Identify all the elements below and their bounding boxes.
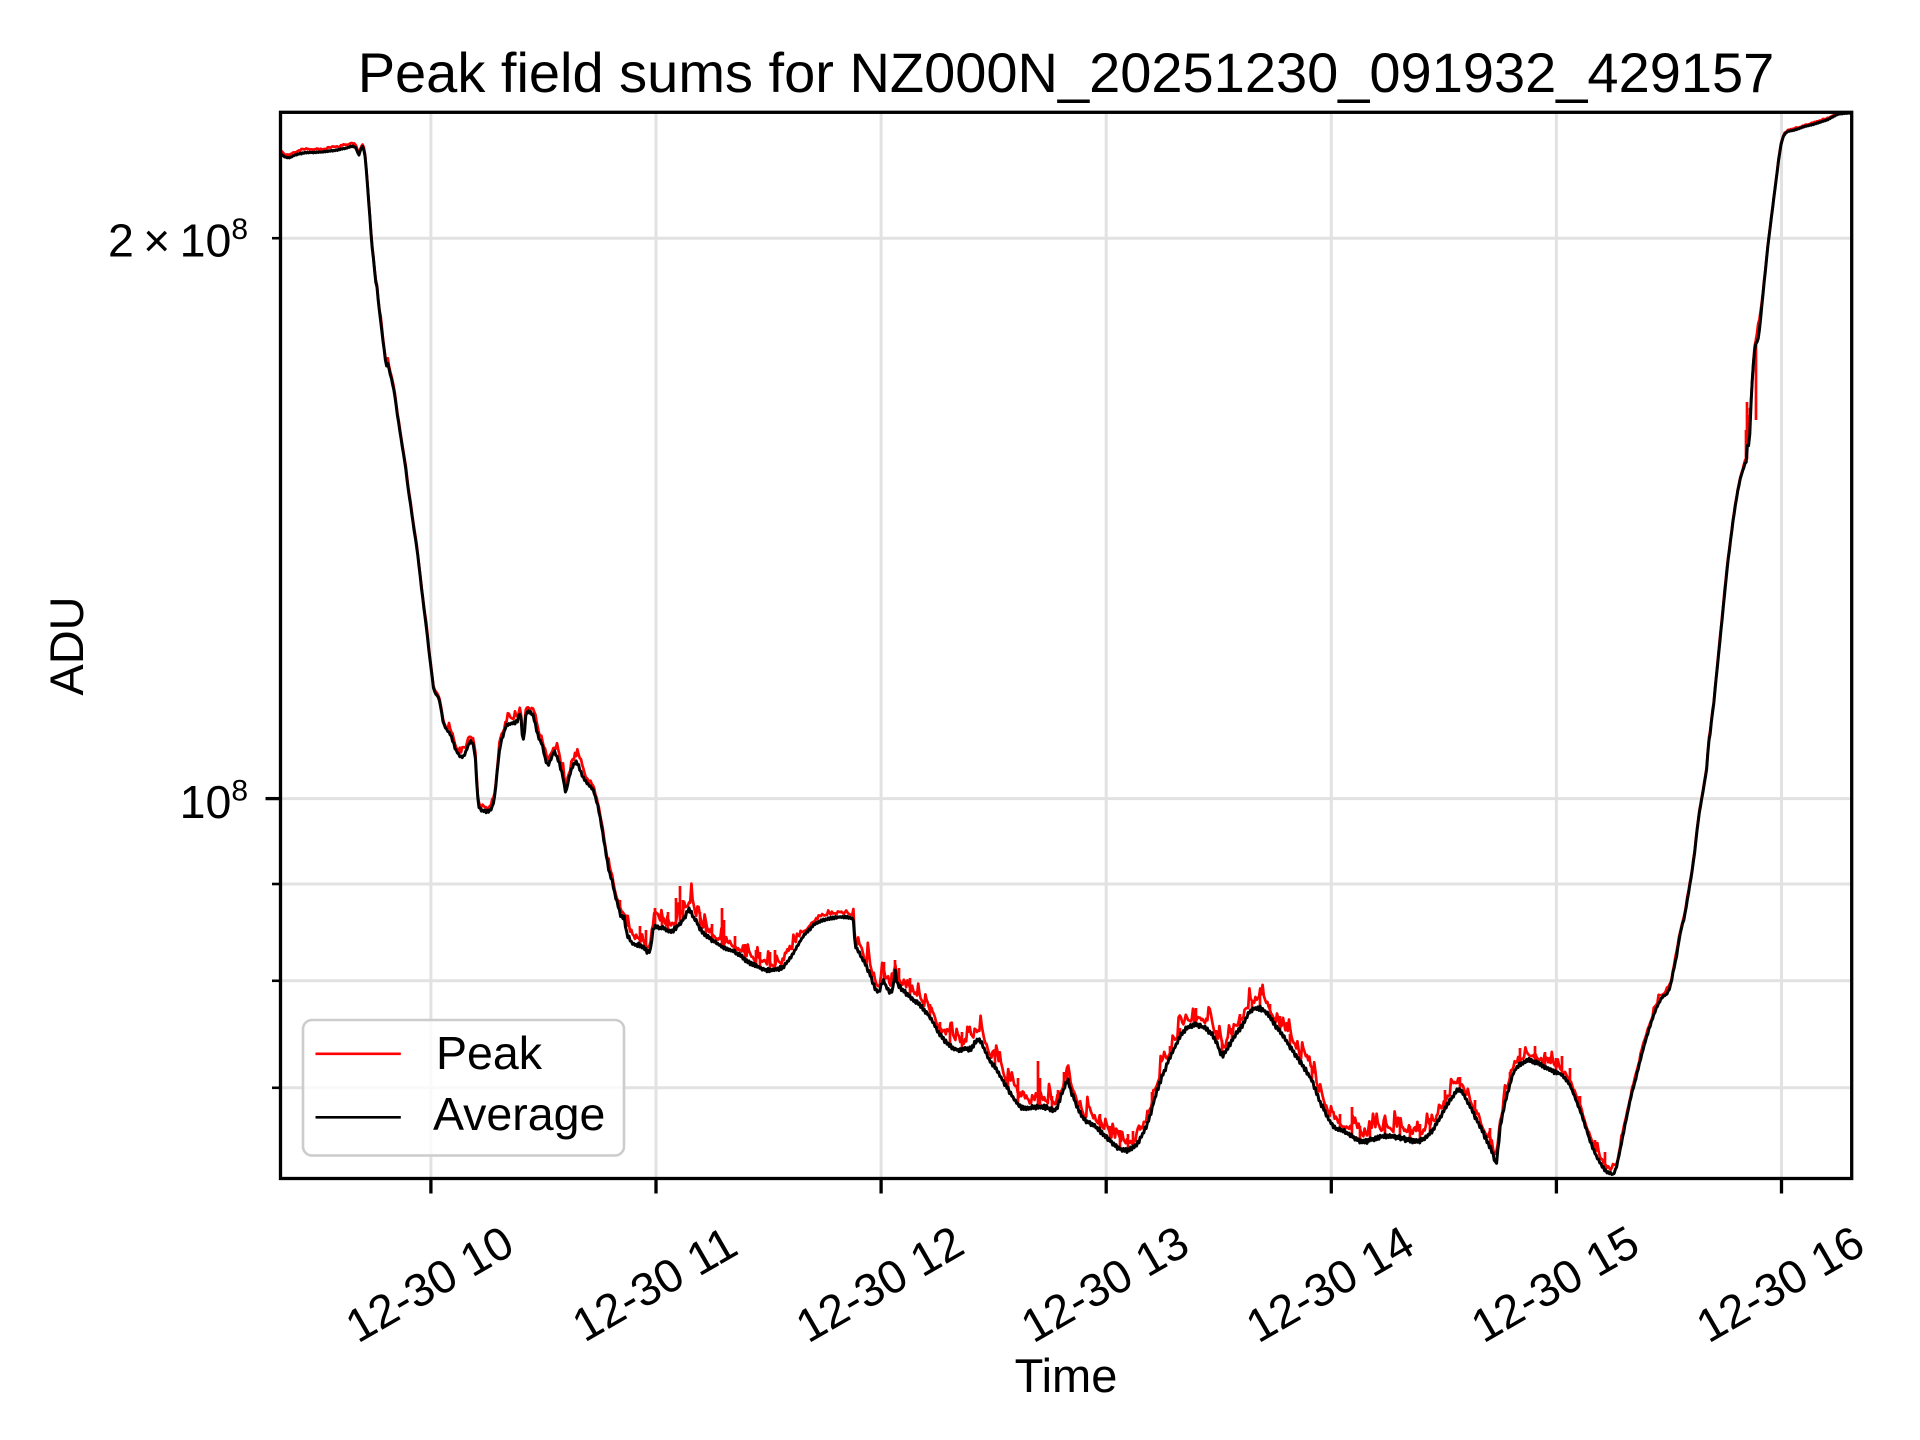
- svg-text:Peak: Peak: [436, 1027, 543, 1079]
- svg-text:Peak field sums for NZ000N_202: Peak field sums for NZ000N_20251230_0919…: [358, 41, 1775, 104]
- svg-text:ADU: ADU: [40, 596, 93, 695]
- svg-text:2 × 108: 2 × 108: [108, 213, 248, 267]
- svg-text:Time: Time: [1015, 1349, 1118, 1402]
- svg-text:Average: Average: [433, 1088, 605, 1140]
